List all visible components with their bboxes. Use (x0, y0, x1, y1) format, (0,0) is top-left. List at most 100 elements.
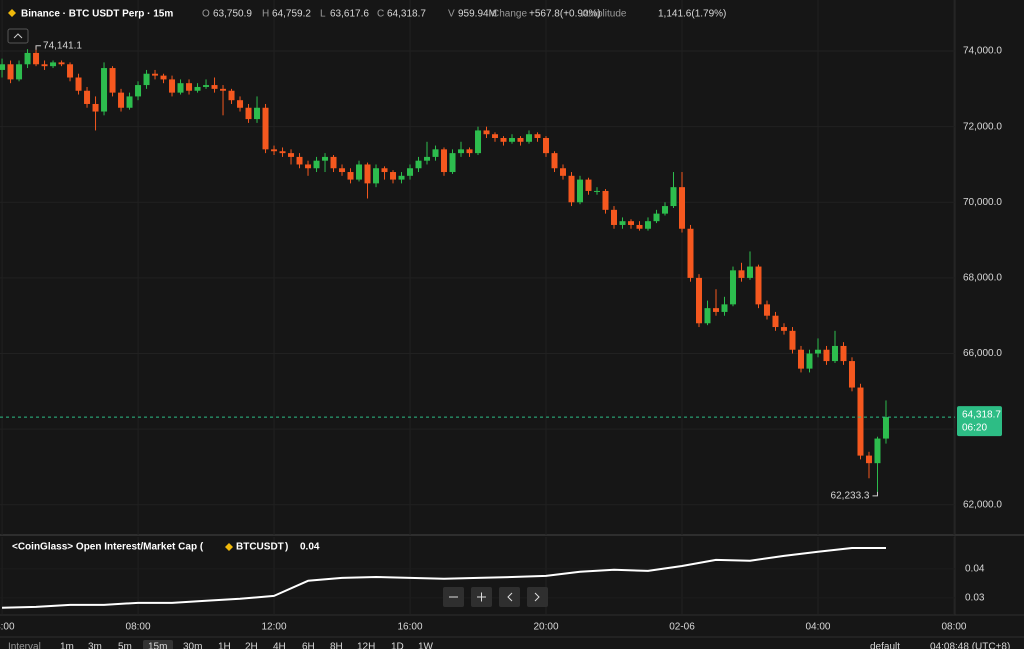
interval-button[interactable]: 5m (118, 642, 132, 649)
candle-body (50, 62, 57, 67)
candle-body (874, 438, 881, 464)
interval-button[interactable]: 6H (302, 642, 315, 649)
candle-body (237, 100, 244, 108)
scroll-left-button[interactable] (499, 587, 520, 607)
candle-body (211, 85, 218, 89)
nav-buttons (443, 587, 548, 607)
candle-body (636, 224, 643, 229)
candle-body (797, 349, 804, 369)
legend-label: Amplitude (582, 9, 627, 20)
legend-label: H (262, 9, 269, 20)
candle-body (500, 138, 507, 142)
y-tick-label: 0.03 (965, 593, 985, 604)
candle-body (780, 327, 787, 331)
candle-body (619, 221, 626, 225)
interval-button[interactable]: 3m (88, 642, 102, 649)
extreme-marker (35, 45, 42, 50)
candle-body (840, 345, 847, 362)
candle-body (24, 52, 31, 65)
interval-button[interactable]: 2H (245, 642, 258, 649)
candle-body (517, 138, 524, 142)
toolbar: Interval 1m 3m 5m 15m 30m 1H 2H 4H 6H 8H 12H 1D 1W def… (8, 640, 1010, 649)
candle-body (661, 206, 668, 214)
interval-button[interactable]: 1H (218, 642, 231, 649)
candle-body (407, 168, 414, 176)
interval-button[interactable]: 8H (330, 642, 343, 649)
candle-body (118, 92, 125, 108)
candle-body (245, 107, 252, 120)
candle-body (577, 179, 584, 203)
candle-body (305, 164, 312, 169)
candle-body (109, 68, 116, 93)
legend-label: Change (492, 9, 527, 20)
exchange-logo (8, 9, 16, 17)
candle-body (721, 304, 728, 312)
candle-body (347, 172, 354, 180)
interval-button[interactable]: 4H (273, 642, 286, 649)
candle-body (628, 221, 635, 225)
candle-body (806, 353, 813, 369)
candle-body (254, 107, 261, 120)
candle-body (271, 149, 278, 152)
collapse-button[interactable] (7, 28, 29, 44)
interval-button[interactable]: 15m (148, 642, 167, 649)
candle-body (644, 221, 651, 229)
candle-body (203, 85, 210, 87)
axes: 04:00 08:00 12:00 16:00 20:00 02-06 04:00 08:00… (0, 46, 1002, 633)
candle-body (831, 345, 838, 362)
candle-body (194, 86, 201, 91)
x-tick-label: 20:00 (533, 622, 558, 633)
candle-body (398, 175, 405, 180)
interval-button[interactable]: 30m (183, 642, 202, 649)
interval-label: Interval (8, 642, 41, 649)
exchange-logo (225, 543, 233, 551)
candle-body (220, 88, 227, 91)
candle-body (687, 228, 694, 278)
candle-body (848, 361, 855, 388)
y-tick-label: 68,000.0 (963, 273, 1002, 284)
candle-body (772, 315, 779, 328)
candle-body (415, 160, 422, 169)
y-tick-label: 66,000.0 (963, 348, 1002, 359)
candle-body (313, 160, 320, 169)
indicator-title: ) (285, 542, 288, 553)
legend-value: 63,617.6 (330, 9, 369, 20)
last-price-label: 64,318.7 (962, 410, 1001, 421)
interval-button[interactable]: 1W (418, 642, 434, 649)
legend-value: 64,759.2 (272, 9, 311, 20)
candle-body (381, 168, 388, 173)
candle-body (475, 130, 482, 154)
candle-body (602, 190, 609, 210)
layout-name[interactable]: default (870, 642, 900, 649)
interval-button[interactable]: 12H (357, 642, 375, 649)
candle-body (534, 134, 541, 139)
x-tick-label: 12:00 (262, 622, 287, 633)
candle-body (729, 270, 736, 305)
candle-body (865, 455, 872, 464)
candle-body (152, 73, 159, 76)
scroll-right-button[interactable] (527, 587, 548, 607)
interval-button[interactable]: 1m (60, 642, 74, 649)
indicator-value: 0.04 (300, 542, 320, 553)
candle-body (288, 153, 295, 157)
candle-body (33, 52, 40, 65)
candle-body (41, 64, 48, 67)
candle-body (390, 172, 397, 180)
y-tick-label: 74,000.0 (963, 46, 1002, 57)
candle-body (373, 168, 380, 184)
line-series (2, 547, 886, 609)
candle-body (458, 149, 465, 154)
candle-body (738, 270, 745, 278)
interval-button[interactable]: 1D (391, 642, 404, 649)
candle-body (16, 64, 23, 80)
candle-body (67, 64, 74, 78)
candle-body (7, 64, 14, 80)
candle-body (262, 107, 269, 150)
indicator-title: <CoinGlass> Open Interest/Market Cap ( (12, 542, 204, 553)
active-interval (143, 640, 173, 649)
legend-label: V (448, 9, 455, 20)
candle-body (560, 168, 567, 176)
candle-body (814, 349, 821, 354)
candle-body (58, 62, 65, 65)
